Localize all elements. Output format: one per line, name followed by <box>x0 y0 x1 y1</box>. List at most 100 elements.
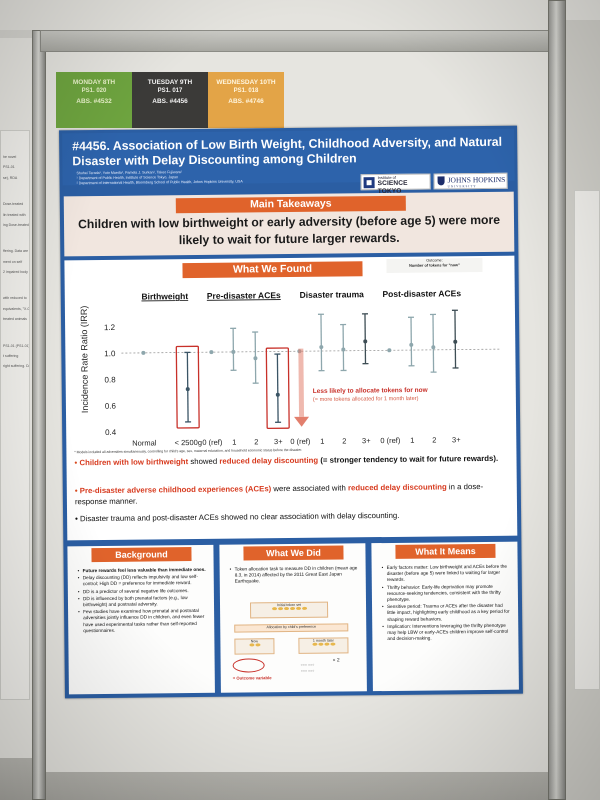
tag-abs: ABS. #4456 <box>152 97 188 105</box>
estimate-point <box>431 345 436 350</box>
science-tokyo-mark-icon <box>363 177 375 189</box>
group-label: Pre-disaster ACEs <box>207 290 281 301</box>
bullet-3-text: Disaster trauma and post-disaster ACEs s… <box>79 510 400 524</box>
neighbor-text-line: right suffering. Data are <box>3 364 29 369</box>
session-tag-monday: MONDAY 8TH PS1. 020 ABS. #4532 <box>56 72 132 128</box>
bullet-1-part-a: Children with low birthweight <box>79 457 189 468</box>
ceiling <box>0 0 600 30</box>
finding-bullet-3: • Disaster trauma and post-disaster ACEs… <box>75 510 400 524</box>
token-icon <box>301 606 307 610</box>
outcome-value: Number of tokens for "now" <box>409 263 460 268</box>
annotation-line-1: Less likely to allocate tokens for now <box>313 387 429 395</box>
down-arrow-icon <box>294 416 310 427</box>
tag-day: TUESDAY 9TH <box>147 79 193 86</box>
outcome-ring <box>232 658 265 673</box>
bullet-1-part-c: reduced delay discounting <box>219 455 319 466</box>
ci-line <box>454 310 457 368</box>
highlight-box <box>175 345 200 429</box>
did-text: Token allocation task to measure DD in c… <box>230 565 360 585</box>
group-label: Post-disaster ACEs <box>382 288 461 299</box>
research-poster: #4456. Association of Low Birth Weight, … <box>59 125 523 699</box>
science-tokyo-logo: Institute of SCIENCE TOKYO <box>360 173 431 195</box>
list-item: Implication: Interventions leveraging th… <box>382 623 510 643</box>
neighbor-text-line: with reduced to <box>3 296 27 301</box>
bottom-columns: Background Future rewards feel less valu… <box>67 541 519 695</box>
tag-ps: PS1. 017 <box>157 88 183 95</box>
initial-token-box: Initial token set <box>249 601 329 619</box>
tag-abs: ABS. #4532 <box>76 97 112 105</box>
neighbor-text-line: 2 impaired body <box>3 270 28 274</box>
estimate-point <box>231 349 236 354</box>
token-icon <box>323 642 329 646</box>
estimate-point <box>253 356 258 361</box>
list-item: Few studies have examined how prenatal a… <box>78 608 206 634</box>
tag-ps: PS1. 018 <box>233 88 259 95</box>
neighbor-poster-right <box>574 190 600 690</box>
top-rail <box>40 30 575 52</box>
token-icon <box>329 642 335 646</box>
list-item: DD is influenced by both prenatal factor… <box>78 595 206 609</box>
tag-abs: ABS. #4746 <box>228 97 264 105</box>
y-tick-label: 0.4 <box>105 428 117 437</box>
estimate-point <box>387 348 392 353</box>
neighbor-text-line: t suffering <box>3 353 19 358</box>
arrow-shaft <box>298 348 305 417</box>
did-list: Token allocation task to measure DD in c… <box>230 565 360 586</box>
token-icon <box>254 643 260 647</box>
tag-ps: PS1. 020 <box>81 88 107 95</box>
estimate-point <box>319 345 324 350</box>
annotation-line-2: (= more tokens allocated for 1 month lat… <box>313 396 419 403</box>
bullet-2-part-a: Pre-disaster adverse childhood experienc… <box>79 484 272 496</box>
doubled-tokens: ○○○ ○○○ ○○○ ○○○ <box>300 662 315 674</box>
x-tick-label: 0 (ref) <box>380 436 401 445</box>
x-tick-label: 1 <box>320 437 324 446</box>
jhu-sub: UNIVERSITY <box>447 184 477 189</box>
list-item: Sensitive period: Trauma or ACEs after t… <box>382 603 510 623</box>
x-tick-label: < 2500g <box>175 438 202 447</box>
token-icon <box>295 606 301 610</box>
y-tick-label: 1.0 <box>104 349 116 358</box>
ci-line <box>276 354 279 423</box>
neighbor-text-line: PS1-01 (PS1-01) <box>3 343 30 348</box>
neighbor-text-line: ffering. Data are <box>3 249 29 254</box>
x-tick-label: 3+ <box>362 436 371 445</box>
neighbor-text-line: lin treated with <box>3 212 26 217</box>
token-icon <box>283 607 289 611</box>
left-pole <box>32 30 46 800</box>
reference-line <box>121 348 502 354</box>
poster-authors: Shuhei Terada¹, Yuto Maeda¹, Pamela J. S… <box>76 168 376 186</box>
neighbor-text-line: PS1-01 <box>3 165 15 170</box>
right-pole <box>548 0 566 800</box>
outcome-variable-label: = Outcome variable <box>232 675 272 681</box>
x-tick-label: 0 (ref) <box>290 437 311 446</box>
shield-icon <box>437 176 445 186</box>
allocation-label: Allocation by child's preference <box>234 623 349 633</box>
tag-day: WEDNESDAY 10TH <box>216 79 276 86</box>
neighbor-text-line: equivalents, °X-01 <box>3 306 30 311</box>
takeaways-header: Main Takeaways <box>175 195 406 214</box>
estimate-point <box>209 350 214 355</box>
x-tick-label: Normal <box>132 438 157 447</box>
estimate-point <box>453 339 458 344</box>
highlight-box <box>265 347 290 430</box>
estimate-point <box>141 350 146 355</box>
now-label: Now <box>250 639 259 644</box>
found-header: What We Found <box>182 261 363 279</box>
token-icon <box>277 607 283 611</box>
later-box: 1 month later <box>298 637 349 654</box>
bullet-2-part-c: reduced delay discounting <box>347 482 447 493</box>
y-tick-label: 1.2 <box>104 323 116 332</box>
x-tick-label: 1 <box>232 438 236 447</box>
token-icon <box>248 643 254 647</box>
y-tick-label: 0.6 <box>105 402 117 411</box>
token-icon <box>317 642 323 646</box>
x-tick-label: 2 <box>432 435 436 444</box>
group-label: Birthweight <box>141 291 188 301</box>
multiplier: × 2 <box>332 657 340 664</box>
irr-forest-plot: Incidence Rate Ratio (IRR) 0.4 0.6 0.8 1.0 1.… <box>79 288 502 448</box>
ci-line <box>320 314 323 371</box>
neighbor-text-line: Dose-treated <box>3 202 24 207</box>
ci-line <box>364 313 367 364</box>
background-column: Background Future rewards feel less valu… <box>67 544 215 695</box>
